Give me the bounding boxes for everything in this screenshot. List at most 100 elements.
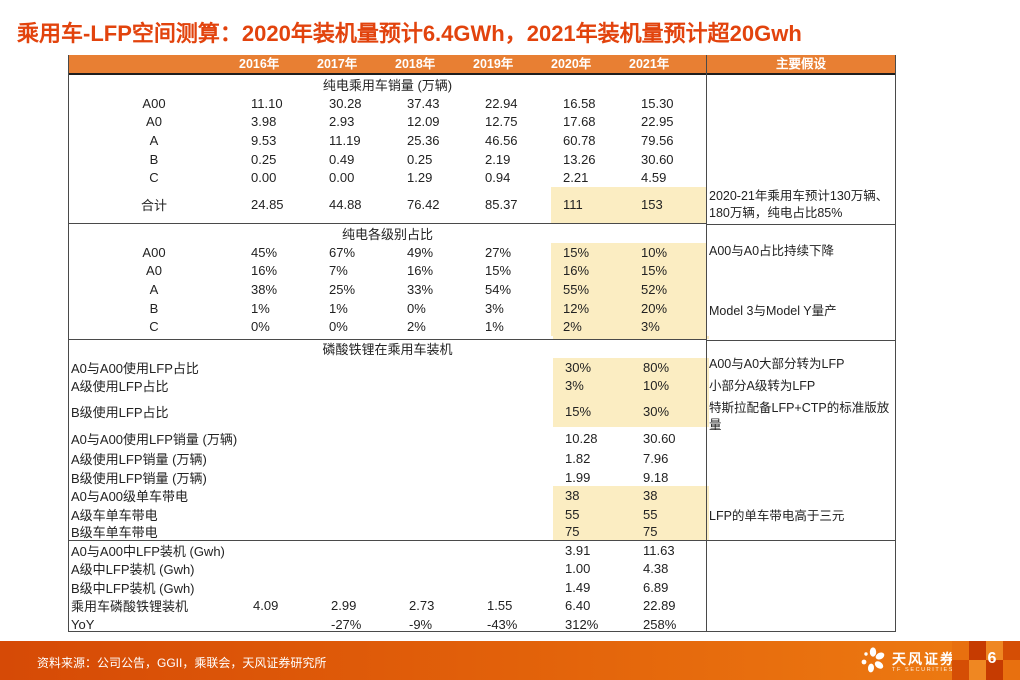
cell-y2017: -27% [331,616,362,632]
cell-y2021: 7.96 [643,450,669,466]
table-row: A级使用LFP占比 3% 10% [69,376,709,396]
header-2021: 2021年 [629,57,670,71]
cell-y2019: 0.94 [485,170,511,186]
cell-y2016: 38% [251,281,278,297]
cell-y2021: 52% [629,280,707,299]
cell-y2021: 30.60 [641,151,674,167]
table-row: A0与A00中LFP装机 (Gwh) 3.91 11.63 [69,541,706,560]
table-row: A0与A00使用LFP销量 (万辆) 10.28 30.60 [69,427,706,449]
cell-y2020: 15% [551,242,629,262]
cell-y2018 [397,578,475,597]
cell-y2020: 3% [553,376,631,396]
cell-y2020: 13.26 [563,151,596,167]
cell-y2018 [397,505,475,524]
row-label: YoY [71,616,95,632]
cell-y2020: 2% [551,317,629,336]
page-number: 6 [987,650,997,667]
cell-y2021: 30.60 [643,430,676,446]
cell-y2020: 55% [551,280,629,299]
cell-y2017 [319,395,397,427]
cell-y2021: 80% [631,357,709,377]
row-label: B级使用LFP占比 [71,404,169,420]
cell-y2018: 0% [407,300,426,316]
cell-y2017 [319,468,397,487]
cell-y2016: 45% [251,244,278,260]
cell-y2021: 6.89 [643,579,669,595]
assumption-note: LFP的单车带电高于三元 [709,509,845,523]
cell-y2018: 37.43 [407,95,440,111]
row-label: B [149,151,159,167]
spacer-row [69,335,709,340]
header-2016: 2016年 [239,57,280,71]
assumptions-divider [707,540,895,541]
table-row: C 0.00 0.00 1.29 0.94 2.21 4.59 [69,168,706,187]
cell-y2019 [475,377,553,396]
cell-y2021: 38 [631,486,709,505]
cell-y2017 [319,358,397,377]
cell-y2016: 4.09 [253,598,279,614]
cell-y2020: 1.99 [565,469,591,485]
cell-y2017 [319,377,397,396]
row-label: A00 [142,95,166,111]
cell-y2021: 4.59 [641,170,667,186]
row-label: A0 [146,114,162,130]
cell-y2019: 46.56 [485,132,518,148]
cell-y2019: 1.55 [487,598,513,614]
cell-y2017: 0.49 [329,151,355,167]
table-row: 合计 24.85 44.88 76.42 85.37 111 153 [69,186,707,224]
table-row: B 0.25 0.49 0.25 2.19 13.26 30.60 [69,150,706,169]
cell-y2017: 25% [329,281,356,297]
table-row: C 0% 0% 2% 1% 2% 3% [69,317,707,336]
page-title: 乘用车-LFP空间测算：2020年装机量预计6.4GWh，2021年装机量预计超… [17,21,802,46]
cell-y2020: 2.21 [563,170,589,186]
assumption-note: A00与A0占比持续下降 [709,244,835,258]
cell-y2018: 1.29 [407,170,433,186]
cell-y2019 [475,578,553,597]
cell-y2021: 79.56 [641,132,674,148]
cell-y2019 [475,505,553,524]
cell-y2017 [319,524,397,540]
cell-y2019: -43% [487,616,518,632]
table-row: A0与A00级单车带电 38 38 [69,486,709,505]
cell-y2018: 16% [407,263,434,279]
cell-y2017: 7% [329,263,348,279]
cell-y2019 [475,486,553,505]
row-label: C [149,319,159,335]
row-label: A0与A00中LFP装机 (Gwh) [71,543,225,559]
table-row: B级使用LFP销量 (万辆) 1.99 9.18 [69,468,706,487]
cell-y2021: 153 [629,186,707,223]
cell-y2019: 22.94 [485,95,518,111]
table-row: A00 45% 67% 49% 27% 15% 10% [69,242,707,262]
table-row: B级中LFP装机 (Gwh) 1.49 6.89 [69,578,706,597]
cell-y2021: 20% [629,298,707,318]
cell-y2021: 9.18 [643,469,669,485]
assumption-note: 特斯拉配备LFP+CTP的标准版放量 [709,401,890,432]
cell-y2016: 3.98 [251,114,277,130]
cell-y2020: 10.28 [565,430,598,446]
cell-y2017 [319,578,397,597]
cell-y2018 [397,468,475,487]
row-label: A0 [146,263,162,279]
table-row: B 1% 1% 0% 3% 12% 20% [69,298,707,318]
section-header-row: 纯电乘用车销量 (万辆) [69,75,706,94]
cell-y2016: 16% [251,263,278,279]
cell-y2016 [241,449,319,468]
cell-y2019: 1% [485,319,504,335]
cell-y2019: 3% [485,300,504,316]
row-label: A级使用LFP占比 [71,379,169,395]
assumption-note: Model 3与Model Y量产 [709,304,837,318]
cell-y2017: 30.28 [329,95,362,111]
cell-y2017 [319,427,397,449]
cell-y2020: 30% [553,357,631,377]
cell-y2017 [319,541,397,560]
table-row: YoY -27% -9% -43% 312% 258% [69,615,706,633]
cell-y2018 [397,524,475,540]
cell-y2020: 1.49 [565,579,591,595]
tf-securities-logo: 天风证券 TF SECURITIES [860,646,956,679]
cell-y2020: 3.91 [565,542,591,558]
cell-y2021: 4.38 [643,561,669,577]
assumptions-body: 2020-21年乘用车预计130万辆、180万辆，纯电占比85% A00与A0占比… [707,75,895,632]
row-label: A [149,281,159,297]
cell-y2020: 312% [565,616,599,632]
cell-y2018: 25.36 [407,132,440,148]
